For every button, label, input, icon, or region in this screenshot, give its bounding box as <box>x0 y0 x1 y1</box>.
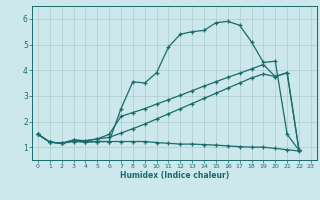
X-axis label: Humidex (Indice chaleur): Humidex (Indice chaleur) <box>120 171 229 180</box>
